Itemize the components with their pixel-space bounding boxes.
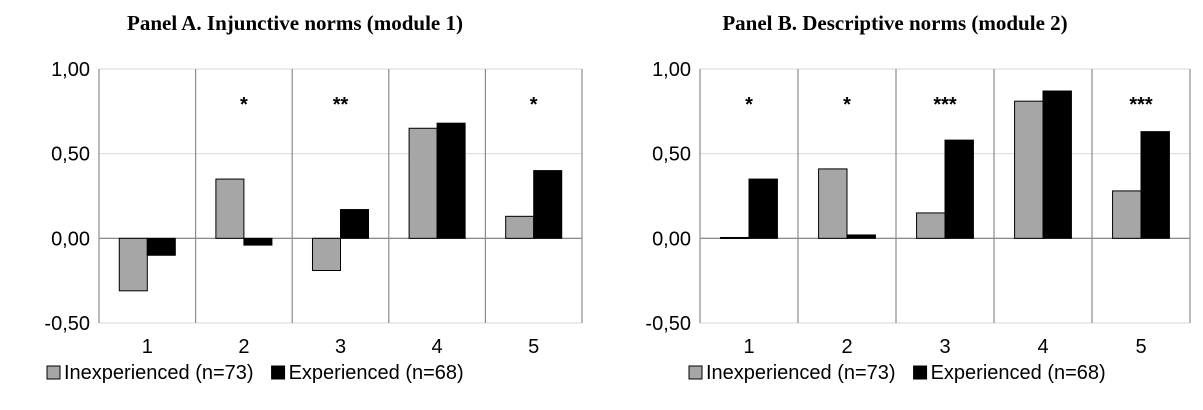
y-tick-label: -0,50 [44,313,90,335]
bar-inexperienced [1112,190,1142,239]
significance-marker: * [240,94,248,116]
bar-inexperienced [1014,100,1044,239]
bar-inexperienced [818,168,848,239]
significance-marker: ** [333,94,349,116]
chart-title: Panel A. Injunctive norms (module 1) [127,11,463,35]
chart-title: Panel B. Descriptive norms (module 2) [722,11,1067,35]
y-tick-label: 0,50 [652,144,691,166]
panel-b: Panel B. Descriptive norms (module 2) 1,0… [645,11,1191,384]
bar-inexperienced [215,178,245,239]
legend-swatch [271,365,286,380]
x-tick-label: 2 [238,336,249,358]
x-tick-label: 5 [1135,336,1146,358]
significance-marker: * [843,94,851,116]
bar-experienced [533,170,563,239]
y-tick-label: 1,00 [51,59,90,81]
bar-experienced [748,178,778,239]
legend-label: Experienced (n=68) [289,362,464,384]
bar-inexperienced [118,237,148,292]
x-tick-label: 4 [1037,336,1048,358]
legend-label: Inexperienced (n=73) [64,362,254,384]
significance-marker: * [530,94,538,116]
bar-inexperienced [720,236,750,239]
x-tick-label: 3 [939,336,950,358]
x-tick-label: 1 [743,336,754,358]
significance-marker: *** [1129,94,1153,116]
bar-inexperienced [505,215,535,239]
legend-swatch [913,365,928,380]
y-tick-label: 0,50 [51,144,90,166]
bar-experienced [436,122,466,239]
bar-experienced [146,237,176,256]
bar-experienced [1140,131,1170,239]
significance-marker: * [745,94,753,116]
panel-a: Panel A. Injunctive norms (module 1) 1,00… [44,11,583,384]
bar-experienced [944,139,974,239]
legend-swatch [46,365,61,380]
bar-inexperienced [916,212,946,239]
bar-experienced [1042,90,1072,239]
x-tick-label: 1 [142,336,153,358]
legend-swatch [688,365,703,380]
x-tick-label: 2 [841,336,852,358]
x-tick-label: 4 [432,336,443,358]
y-tick-label: -0,50 [645,313,691,335]
x-tick-label: 5 [528,336,539,358]
bar-inexperienced [311,237,341,272]
legend-label: Inexperienced (n=73) [706,362,896,384]
y-tick-label: 0,00 [51,228,90,250]
bar-experienced [340,209,370,239]
significance-marker: *** [933,94,957,116]
x-tick-label: 3 [335,336,346,358]
y-tick-label: 1,00 [652,59,691,81]
legend-label: Experienced (n=68) [931,362,1106,384]
bar-experienced [846,234,876,239]
bar-inexperienced [408,127,438,239]
bar-experienced [243,237,273,246]
y-tick-label: 0,00 [652,228,691,250]
